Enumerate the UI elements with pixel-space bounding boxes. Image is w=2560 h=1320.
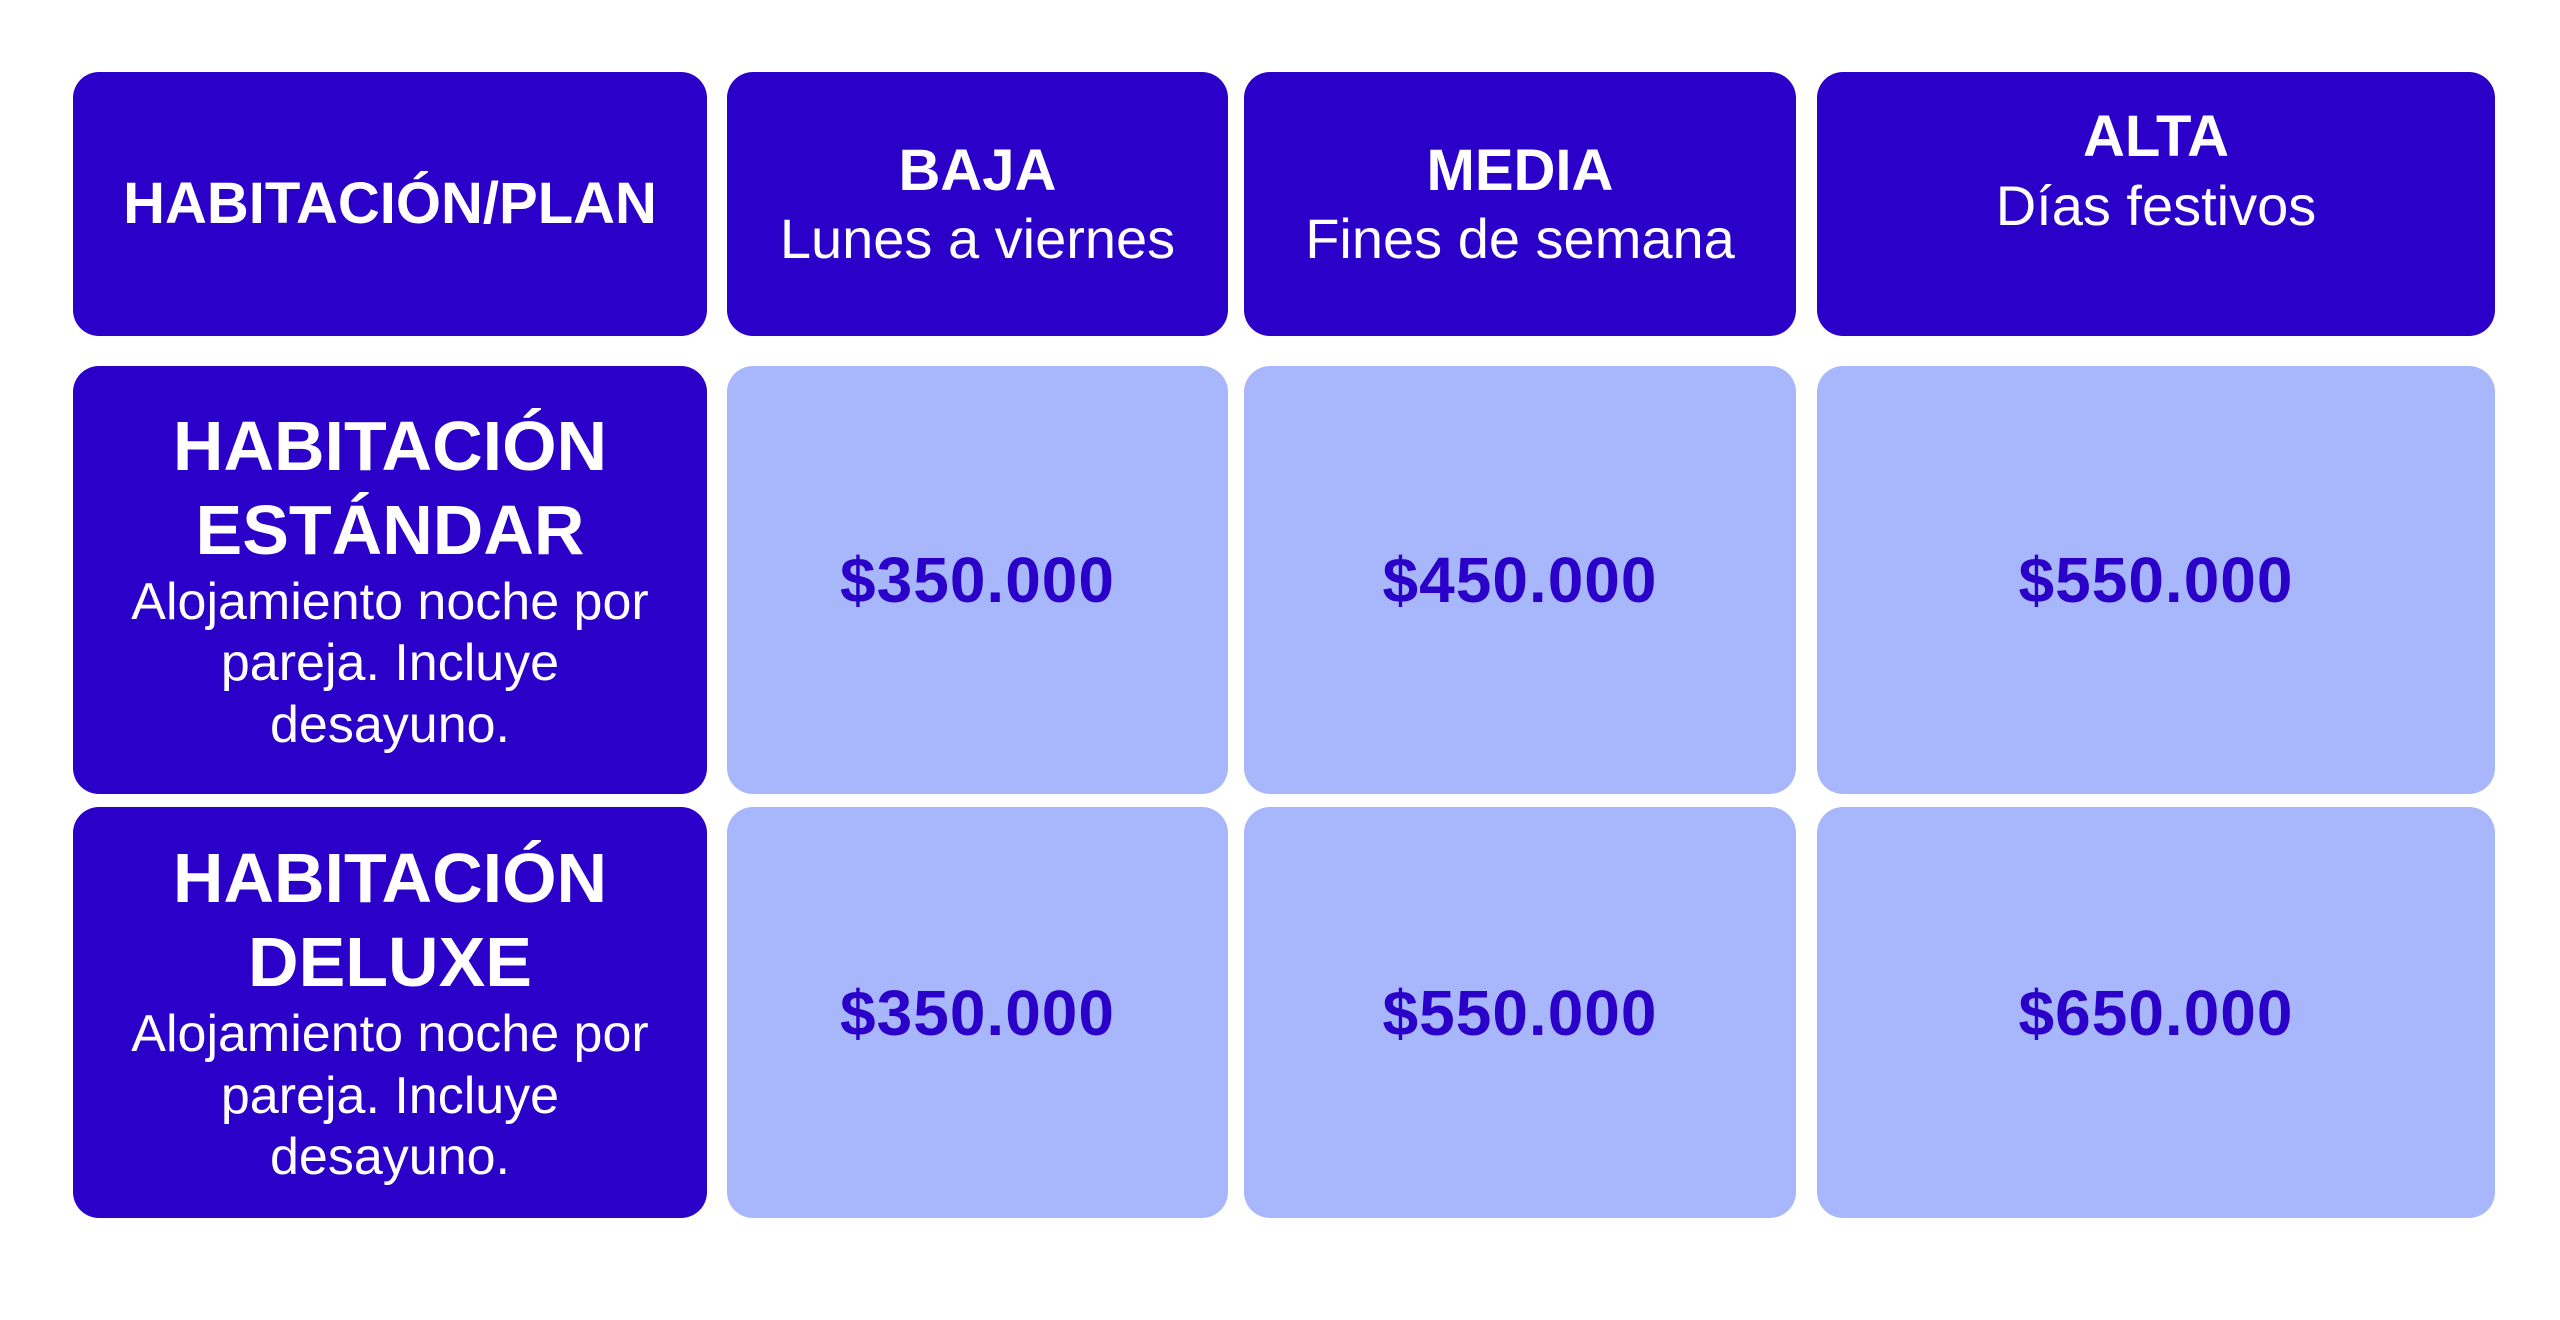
header-column-media: MEDIA Fines de semana [1244,72,1796,336]
row-description: Alojamiento noche por pareja. Incluye de… [131,572,649,754]
column-subtitle: Fines de semana [1305,207,1735,271]
price-value: $550.000 [1382,976,1658,1049]
price-cell: $350.000 [727,366,1228,794]
header-column-alta: ALTA Días festivos [1817,72,2495,336]
price-value: $450.000 [1382,544,1658,616]
column-subtitle: Lunes a viernes [779,207,1176,271]
header-column-baja: BAJA Lunes a viernes [727,72,1228,336]
column-subtitle: Días festivos [1995,173,2317,237]
price-cell: $550.000 [1244,807,1796,1218]
header-corner-label: HABITACIÓN/PLAN [123,171,657,237]
row-header-estandar: HABITACIÓN ESTÁNDAR Alojamiento noche po… [73,366,707,794]
row-title-line2: ESTÁNDAR [195,490,585,569]
row-title-line1: HABITACIÓN [172,406,608,485]
header-corner-cell: HABITACIÓN/PLAN [73,72,707,336]
row-header-deluxe: HABITACIÓN DELUXE Alojamiento noche por … [73,807,707,1218]
column-title: ALTA [2082,104,2230,169]
price-value: $350.000 [840,544,1115,616]
price-value: $550.000 [2018,544,2294,616]
row-title-line2: DELUXE [248,923,532,1002]
row-description: Alojamiento noche por pareja. Incluye de… [131,1005,649,1187]
price-cell: $650.000 [1817,807,2495,1218]
price-value: $650.000 [2018,976,2294,1049]
price-value: $350.000 [840,976,1115,1049]
column-title: MEDIA [1426,137,1614,203]
column-title: BAJA [898,137,1057,203]
price-cell: $550.000 [1817,366,2495,794]
price-cell: $350.000 [727,807,1228,1218]
price-cell: $450.000 [1244,366,1796,794]
row-title-line1: HABITACIÓN [172,839,608,918]
